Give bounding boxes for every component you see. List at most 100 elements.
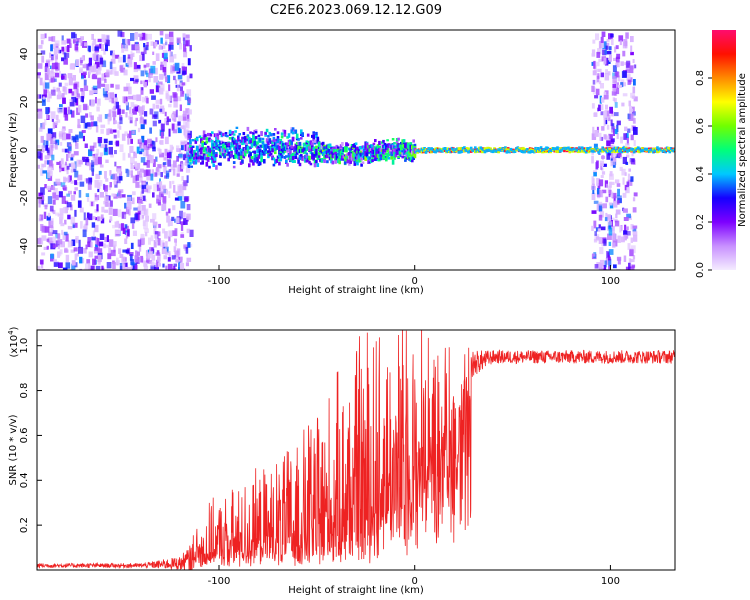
- spectrogram-noise-cell: [141, 205, 146, 211]
- spectrogram-signal-cell: [641, 148, 644, 152]
- spectrogram-signal-cell: [328, 143, 332, 147]
- spectrogram-signal-cell: [564, 147, 567, 151]
- spectrogram-signal-cell: [345, 147, 348, 153]
- spectrogram-noise-cell: [598, 201, 603, 206]
- spectrogram-signal-cell: [264, 145, 267, 151]
- spectrogram-noise-cell: [135, 174, 140, 181]
- spectrogram-noise-cell: [123, 86, 129, 92]
- spectrogram-noise-cell: [80, 42, 83, 47]
- spectrogram-noise-cell: [138, 244, 142, 252]
- spectrogram-noise-cell: [147, 138, 152, 144]
- spectrogram-signal-cell: [605, 148, 609, 152]
- spectrogram-signal-cell: [241, 136, 244, 140]
- spectrogram-noise-cell: [112, 262, 116, 269]
- spectrogram-signal-cell: [346, 152, 350, 157]
- spectrogram-noise-cell: [37, 151, 42, 159]
- spectrogram-noise-cell: [71, 239, 76, 246]
- spectrogram-noise-cell: [82, 135, 85, 142]
- spectrogram-noise-cell: [147, 154, 151, 163]
- spectrogram-noise-cell: [613, 195, 616, 203]
- spectrogram-signal-cell: [238, 156, 241, 160]
- spectrogram-signal-cell: [209, 157, 213, 161]
- spectrogram-noise-cell: [38, 215, 41, 220]
- spectrogram-noise-cell: [181, 176, 184, 181]
- spectrogram-signal-cell: [586, 148, 589, 152]
- spectrogram-noise-cell: [51, 36, 56, 42]
- spectrogram-noise-cell: [118, 171, 123, 178]
- spectrogram-signal-cell: [583, 148, 587, 152]
- spectrogram-noise-cell: [71, 32, 76, 39]
- spectrogram-signal-cell: [648, 147, 651, 151]
- spectrogram-noise-cell: [146, 185, 152, 190]
- spectrogram-noise-cell: [612, 242, 616, 248]
- spectrogram-noise-cell: [615, 45, 619, 50]
- spectrogram-noise-cell: [93, 142, 97, 148]
- spectrogram-signal-cell: [241, 148, 244, 154]
- spectrogram-noise-cell: [628, 174, 631, 180]
- spectrogram-noise-cell: [76, 88, 79, 95]
- spectrogram-noise-cell: [149, 250, 154, 255]
- spectrogram-signal-cell: [243, 151, 247, 157]
- spectrogram-noise-cell: [167, 257, 171, 262]
- spectrogram-noise-cell: [81, 72, 86, 79]
- spectrogram-signal-cell: [323, 158, 326, 163]
- spectrogram-noise-cell: [607, 185, 612, 193]
- spectrogram-signal-cell: [374, 147, 377, 152]
- spectrogram-noise-cell: [172, 160, 177, 168]
- spectrogram-noise-cell: [114, 150, 117, 155]
- spectrogram-noise-cell: [64, 219, 67, 225]
- spectrogram-noise-cell: [154, 266, 159, 270]
- spectrogram-signal-cell: [209, 138, 213, 142]
- spectrogram-signal-cell: [404, 159, 407, 162]
- spectrogram-signal-cell: [290, 127, 293, 130]
- spectrogram-noise-cell: [152, 192, 155, 198]
- spectrogram-noise-cell: [180, 125, 185, 130]
- spectrogram-noise-cell: [100, 128, 104, 134]
- spectrogram-signal-cell: [363, 154, 366, 157]
- spectrogram-noise-cell: [41, 235, 47, 241]
- spectrogram-noise-cell: [120, 194, 126, 198]
- spectrogram-signal-cell: [232, 161, 236, 164]
- snr-x-tick-label: 100: [601, 576, 620, 587]
- spectrogram-noise-cell: [91, 164, 95, 172]
- spectrogram-signal-cell: [508, 150, 511, 154]
- spectrogram-noise-cell: [126, 169, 130, 177]
- spectrogram-signal-cell: [586, 147, 589, 150]
- spectrogram-noise-cell: [149, 155, 154, 164]
- spectrogram-noise-cell: [148, 76, 151, 83]
- spectrogram-signal-cell: [317, 149, 321, 152]
- spectrogram-signal-cell: [254, 129, 258, 132]
- spectrogram-noise-cell: [610, 139, 615, 145]
- spectrogram-noise-cell: [45, 63, 48, 67]
- spectrogram-signal-cell: [402, 155, 406, 159]
- spectrogram-signal-cell: [295, 137, 299, 141]
- spectrogram-signal-cell: [298, 143, 302, 149]
- spectrogram-noise-cell: [134, 44, 140, 50]
- spectrogram-signal-cell: [224, 141, 228, 145]
- spectrogram-noise-cell: [152, 141, 156, 149]
- spectrogram-noise-cell: [165, 170, 170, 178]
- spectrogram-noise-cell: [129, 252, 134, 256]
- spectrogram-noise-cell: [99, 57, 104, 65]
- spectrogram-signal-cell: [365, 152, 369, 157]
- spectrogram-noise-cell: [41, 164, 47, 168]
- spectrogram-signal-cell: [301, 157, 304, 161]
- spectrogram-noise-cell: [622, 192, 627, 198]
- colorbar-tick-label: 0.2: [695, 214, 706, 230]
- spectrogram-noise-cell: [109, 170, 112, 176]
- spectrogram-noise-cell: [67, 45, 70, 53]
- spectrogram-signal-cell: [194, 140, 198, 144]
- spectrogram-signal-cell: [294, 129, 298, 134]
- spectrogram-signal-cell: [452, 148, 455, 152]
- spectrogram-noise-cell: [627, 113, 631, 120]
- spectrogram-signal-cell: [189, 162, 192, 165]
- spectrogram-signal-cell: [376, 144, 380, 149]
- spectrogram-signal-cell: [297, 137, 300, 141]
- spectrogram-noise-cell: [111, 97, 114, 104]
- snr-y-tick-label: 0.6: [19, 427, 30, 443]
- spectrogram-noise-cell: [104, 84, 110, 92]
- spectrogram-noise-cell: [129, 107, 132, 115]
- spectrogram-signal-cell: [308, 155, 311, 161]
- spectrogram-signal-cell: [371, 154, 374, 158]
- spectrogram-signal-cell: [215, 153, 218, 158]
